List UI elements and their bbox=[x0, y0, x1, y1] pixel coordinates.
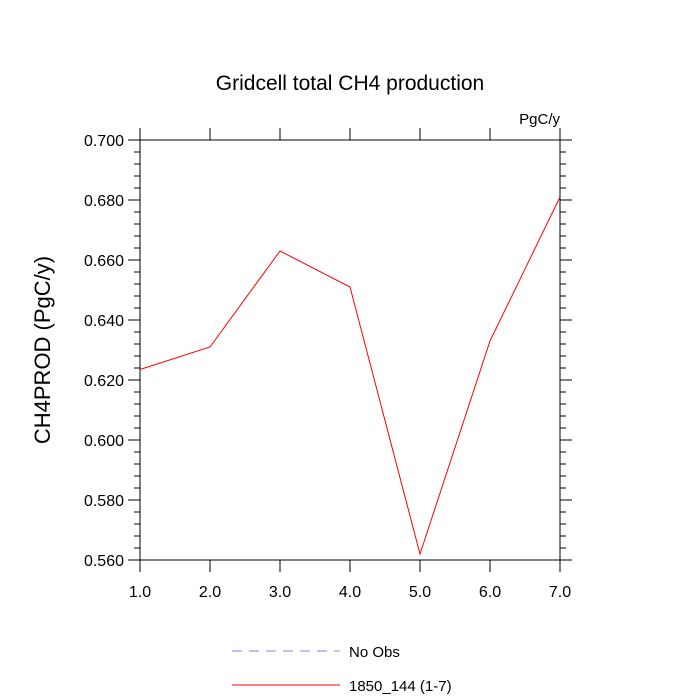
y-axis-label: CH4PROD (PgC/y) bbox=[30, 256, 55, 444]
chart-title: Gridcell total CH4 production bbox=[216, 72, 484, 95]
legend-label-1: 1850_144 (1-7) bbox=[349, 678, 452, 695]
x-tick-label: 2.0 bbox=[199, 584, 221, 601]
y-tick-label: 0.660 bbox=[84, 253, 124, 270]
y-tick-label: 0.680 bbox=[84, 193, 124, 210]
x-tick-label: 6.0 bbox=[479, 584, 501, 601]
plot-frame bbox=[139, 139, 561, 561]
y-tick-labels: 0.560 0.580 0.600 0.620 0.640 0.660 0.680 0.700 bbox=[84, 133, 124, 570]
x-tick-label: 3.0 bbox=[269, 584, 291, 601]
series-line-1 bbox=[139, 196, 561, 556]
x-tick-label: 5.0 bbox=[409, 584, 431, 601]
y-tick-label: 0.600 bbox=[84, 433, 124, 450]
axis-ticks bbox=[128, 128, 572, 572]
y-tick-label: 0.640 bbox=[84, 313, 124, 330]
series-lines bbox=[139, 196, 561, 556]
legend-label-0: No Obs bbox=[349, 644, 400, 661]
y-tick-label: 0.700 bbox=[84, 133, 124, 150]
y-tick-label: 0.620 bbox=[84, 373, 124, 390]
x-tick-labels: 1.0 2.0 3.0 4.0 5.0 6.0 7.0 bbox=[129, 584, 571, 601]
y-tick-label: 0.560 bbox=[84, 553, 124, 570]
x-tick-label: 1.0 bbox=[129, 584, 151, 601]
legend: No Obs 1850_144 (1-7) bbox=[232, 644, 452, 695]
x-tick-label: 7.0 bbox=[549, 584, 571, 601]
units-label: PgC/y bbox=[519, 111, 560, 128]
y-tick-label: 0.580 bbox=[84, 493, 124, 510]
x-tick-label: 4.0 bbox=[339, 584, 361, 601]
